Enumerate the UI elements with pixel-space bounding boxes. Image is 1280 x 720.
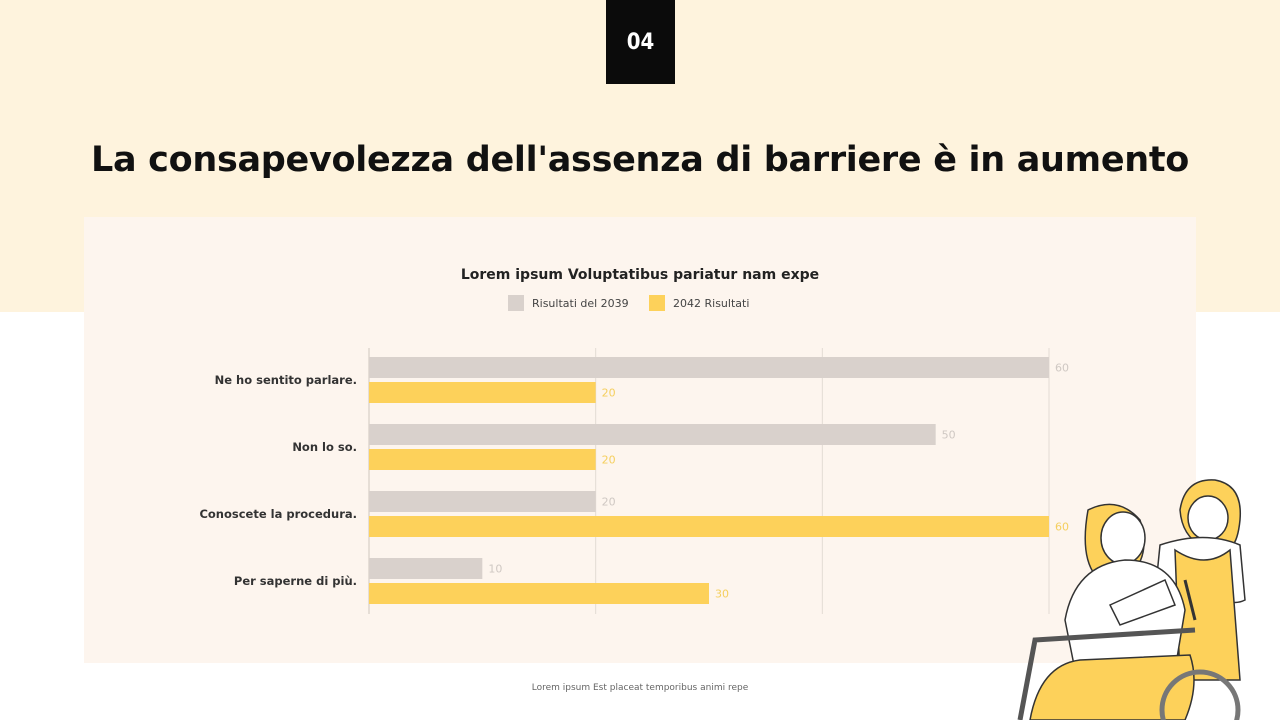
- legend-label: Risultati del 2039: [532, 296, 629, 310]
- bar: [369, 583, 709, 604]
- bar: [369, 491, 596, 512]
- data-label: 50: [942, 429, 956, 442]
- bar: [369, 357, 1049, 378]
- slide-title: La consapevolezza dell'assenza di barrie…: [90, 140, 1190, 180]
- data-label: 20: [602, 454, 616, 467]
- data-label: 30: [715, 588, 729, 601]
- data-label: 60: [1055, 362, 1069, 375]
- legend-swatch-yellow: [649, 295, 665, 311]
- slide-number-badge: 04: [606, 0, 675, 84]
- caregiver-wheelchair-illustration: [1017, 479, 1246, 720]
- footer-text: Lorem ipsum Est placeat temporibus animi…: [531, 683, 749, 693]
- chart-title: Lorem ipsum Voluptatibus pariatur nam ex…: [460, 267, 820, 283]
- bar: [369, 558, 483, 579]
- legend-item-2039: Risultati del 2039: [508, 295, 629, 311]
- bar: [369, 382, 596, 403]
- chart-legend: Risultati del 2039 2042 Risultati: [0, 295, 1280, 313]
- category-label: Per saperne di più.: [234, 574, 357, 588]
- data-label: 10: [488, 563, 502, 576]
- category-label: Non lo so.: [292, 440, 357, 454]
- data-label: 20: [602, 387, 616, 400]
- bar: [369, 424, 936, 445]
- legend-swatch-gray: [508, 295, 524, 311]
- data-label: 60: [1055, 521, 1069, 534]
- bar: [369, 516, 1049, 537]
- category-label: Conoscete la procedura.: [199, 507, 357, 521]
- category-label: Ne ho sentito parlare.: [215, 373, 357, 387]
- bar: [369, 449, 596, 470]
- legend-item-2042: 2042 Risultati: [649, 295, 749, 311]
- legend-label: 2042 Risultati: [673, 296, 750, 310]
- data-label: 20: [602, 496, 616, 509]
